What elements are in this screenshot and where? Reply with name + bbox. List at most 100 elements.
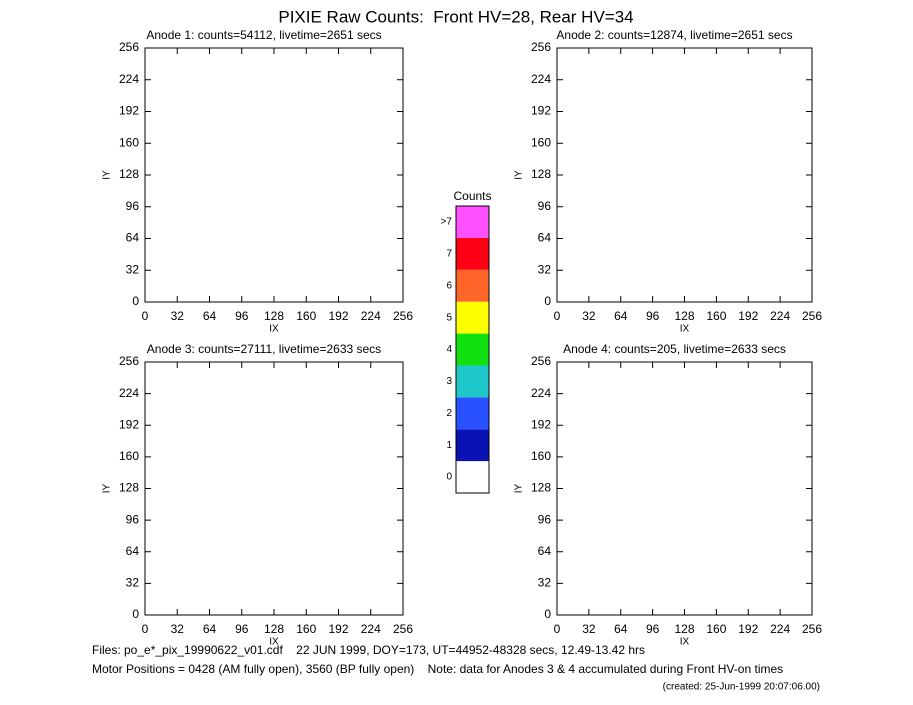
y-tick-label: 64 [126, 544, 140, 558]
y-tick-label: 224 [531, 72, 551, 86]
colorbar-label: 2 [446, 408, 452, 419]
colorbar-swatch [456, 269, 489, 302]
x-tick-label: 224 [361, 622, 381, 636]
x-axis-label: IX [680, 637, 690, 648]
colorbar-label: 3 [446, 376, 452, 387]
colorbar-label: 0 [446, 472, 452, 483]
x-tick-label: 32 [582, 622, 596, 636]
x-tick-label: 224 [770, 622, 790, 636]
y-tick-label: 0 [132, 607, 139, 621]
y-axis-label: IY [514, 483, 525, 493]
y-axis-label: IY [514, 170, 525, 180]
x-tick-label: 192 [328, 622, 348, 636]
y-tick-label: 192 [531, 104, 551, 118]
colorbar-title: Counts [453, 189, 491, 203]
y-tick-label: 256 [119, 354, 139, 368]
x-tick-label: 160 [296, 309, 316, 323]
y-axis-label: IY [102, 483, 113, 493]
y-tick-label: 256 [531, 354, 551, 368]
x-tick-label: 0 [554, 309, 561, 323]
y-tick-label: 96 [126, 512, 140, 526]
y-tick-label: 96 [538, 199, 552, 213]
y-tick-label: 160 [119, 449, 139, 463]
x-tick-label: 96 [235, 309, 249, 323]
y-tick-label: 160 [119, 135, 139, 149]
y-tick-label: 224 [119, 72, 139, 86]
x-tick-label: 64 [203, 309, 217, 323]
y-axis-label: IY [102, 170, 113, 180]
plot-frame [144, 47, 404, 303]
y-tick-label: 32 [126, 262, 140, 276]
y-tick-label: 128 [531, 481, 551, 495]
y-tick-label: 256 [531, 40, 551, 54]
x-tick-label: 0 [554, 622, 561, 636]
x-tick-label: 192 [328, 309, 348, 323]
colorbar-frame [455, 205, 490, 494]
colorbar-label: 1 [446, 440, 452, 451]
x-tick-label: 256 [802, 309, 822, 323]
y-tick-label: 0 [544, 607, 551, 621]
panel-title: Anode 2: counts=12874, livetime=2651 sec… [556, 28, 792, 42]
x-tick-label: 128 [264, 622, 284, 636]
x-tick-label: 224 [770, 309, 790, 323]
y-tick-label: 128 [531, 167, 551, 181]
y-tick-label: 224 [119, 386, 139, 400]
x-tick-label: 64 [614, 309, 628, 323]
x-tick-label: 256 [393, 309, 413, 323]
y-tick-label: 192 [119, 417, 139, 431]
x-tick-label: 256 [393, 622, 413, 636]
y-tick-label: 32 [538, 576, 552, 590]
y-tick-label: 160 [531, 135, 551, 149]
x-tick-label: 32 [171, 309, 185, 323]
x-tick-label: 160 [706, 309, 726, 323]
x-axis-label: IX [269, 324, 279, 335]
colorbar-label: >7 [441, 217, 453, 228]
x-tick-label: 128 [674, 622, 694, 636]
footer-line: Files: po_e*_pix_19990622_v01.cdf 22 JUN… [92, 643, 645, 657]
y-tick-label: 192 [119, 104, 139, 118]
colorbar-label: 5 [446, 312, 452, 323]
x-tick-label: 64 [203, 622, 217, 636]
y-tick-label: 192 [531, 417, 551, 431]
colorbar-swatch [456, 237, 489, 270]
panel-title: Anode 3: counts=27111, livetime=2633 sec… [147, 342, 381, 356]
x-tick-label: 128 [264, 309, 284, 323]
x-tick-label: 224 [361, 309, 381, 323]
x-tick-label: 128 [674, 309, 694, 323]
y-tick-label: 128 [119, 167, 139, 181]
x-tick-label: 32 [582, 309, 596, 323]
y-tick-label: 128 [119, 481, 139, 495]
x-tick-label: 160 [296, 622, 316, 636]
y-tick-label: 96 [538, 512, 552, 526]
colorbar-swatch [456, 429, 489, 462]
x-tick-label: 96 [235, 622, 249, 636]
x-tick-label: 192 [738, 622, 758, 636]
y-tick-label: 32 [538, 262, 552, 276]
x-axis-label: IX [680, 324, 690, 335]
x-tick-label: 64 [614, 622, 628, 636]
colorbar-swatch [456, 461, 489, 493]
x-tick-label: 0 [142, 309, 149, 323]
colorbar-label: 6 [446, 280, 452, 291]
y-tick-label: 160 [531, 449, 551, 463]
x-tick-label: 32 [171, 622, 185, 636]
x-tick-label: 96 [646, 309, 660, 323]
y-tick-label: 96 [126, 199, 140, 213]
y-tick-label: 0 [132, 294, 139, 308]
footer-note: (created: 25-Jun-1999 20:07:06.00) [663, 682, 820, 693]
plot-frame [144, 361, 404, 616]
y-tick-label: 32 [126, 576, 140, 590]
panel-title: Anode 1: counts=54112, livetime=2651 sec… [146, 28, 381, 42]
x-tick-label: 0 [142, 622, 149, 636]
y-tick-label: 64 [538, 231, 552, 245]
colorbar-swatch [456, 333, 489, 366]
x-tick-label: 256 [802, 622, 822, 636]
page-title: PIXIE Raw Counts: Front HV=28, Rear HV=3… [278, 7, 633, 26]
panel-title: Anode 4: counts=205, livetime=2633 secs [563, 342, 786, 356]
colorbar-swatch [456, 206, 489, 238]
plot-frame [556, 361, 813, 616]
colorbar-label: 4 [446, 344, 452, 355]
x-tick-label: 192 [738, 309, 758, 323]
y-tick-label: 64 [126, 231, 140, 245]
